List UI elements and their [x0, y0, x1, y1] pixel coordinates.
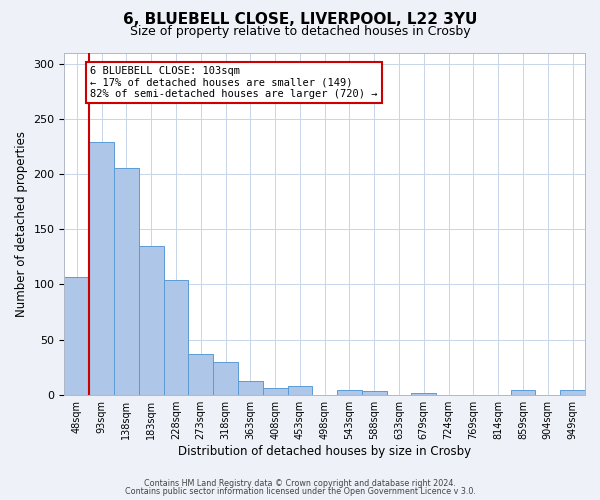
Text: Contains HM Land Registry data © Crown copyright and database right 2024.: Contains HM Land Registry data © Crown c… [144, 478, 456, 488]
Bar [114, 168, 139, 394]
Bar [412, 392, 436, 394]
Text: 6 BLUEBELL CLOSE: 103sqm
← 17% of detached houses are smaller (149)
82% of semi-: 6 BLUEBELL CLOSE: 103sqm ← 17% of detach… [91, 66, 378, 99]
Bar [238, 382, 263, 394]
Text: 6, BLUEBELL CLOSE, LIVERPOOL, L22 3YU: 6, BLUEBELL CLOSE, LIVERPOOL, L22 3YU [123, 12, 477, 28]
X-axis label: Distribution of detached houses by size in Crosby: Distribution of detached houses by size … [178, 444, 471, 458]
Y-axis label: Number of detached properties: Number of detached properties [15, 130, 28, 316]
Text: Size of property relative to detached houses in Crosby: Size of property relative to detached ho… [130, 25, 470, 38]
Bar [287, 386, 313, 394]
Bar [263, 388, 287, 394]
Bar [362, 392, 386, 394]
Bar [560, 390, 585, 394]
Bar [139, 246, 164, 394]
Bar [213, 362, 238, 394]
Text: Contains public sector information licensed under the Open Government Licence v : Contains public sector information licen… [125, 487, 475, 496]
Bar [188, 354, 213, 395]
Bar [337, 390, 362, 394]
Bar [89, 142, 114, 395]
Bar [164, 280, 188, 394]
Bar [64, 276, 89, 394]
Bar [511, 390, 535, 394]
